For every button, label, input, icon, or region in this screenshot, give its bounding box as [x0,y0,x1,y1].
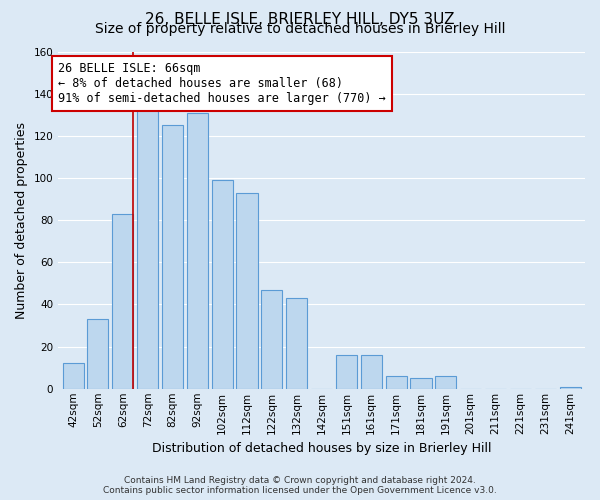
Bar [435,376,457,389]
Text: 26, BELLE ISLE, BRIERLEY HILL, DY5 3UZ: 26, BELLE ISLE, BRIERLEY HILL, DY5 3UZ [145,12,455,28]
Bar [162,126,183,389]
Text: Size of property relative to detached houses in Brierley Hill: Size of property relative to detached ho… [95,22,505,36]
Bar [187,112,208,389]
Y-axis label: Number of detached properties: Number of detached properties [15,122,28,318]
Bar [336,355,357,389]
Bar [262,290,283,389]
Bar [212,180,233,389]
Bar [62,364,83,389]
Bar [560,386,581,389]
Bar [386,376,407,389]
Bar [236,192,257,389]
Text: 26 BELLE ISLE: 66sqm
← 8% of detached houses are smaller (68)
91% of semi-detach: 26 BELLE ISLE: 66sqm ← 8% of detached ho… [58,62,386,104]
X-axis label: Distribution of detached houses by size in Brierley Hill: Distribution of detached houses by size … [152,442,491,455]
Bar [361,355,382,389]
Text: Contains HM Land Registry data © Crown copyright and database right 2024.
Contai: Contains HM Land Registry data © Crown c… [103,476,497,495]
Bar [410,378,431,389]
Bar [112,214,133,389]
Bar [88,319,109,389]
Bar [286,298,307,389]
Bar [137,108,158,389]
